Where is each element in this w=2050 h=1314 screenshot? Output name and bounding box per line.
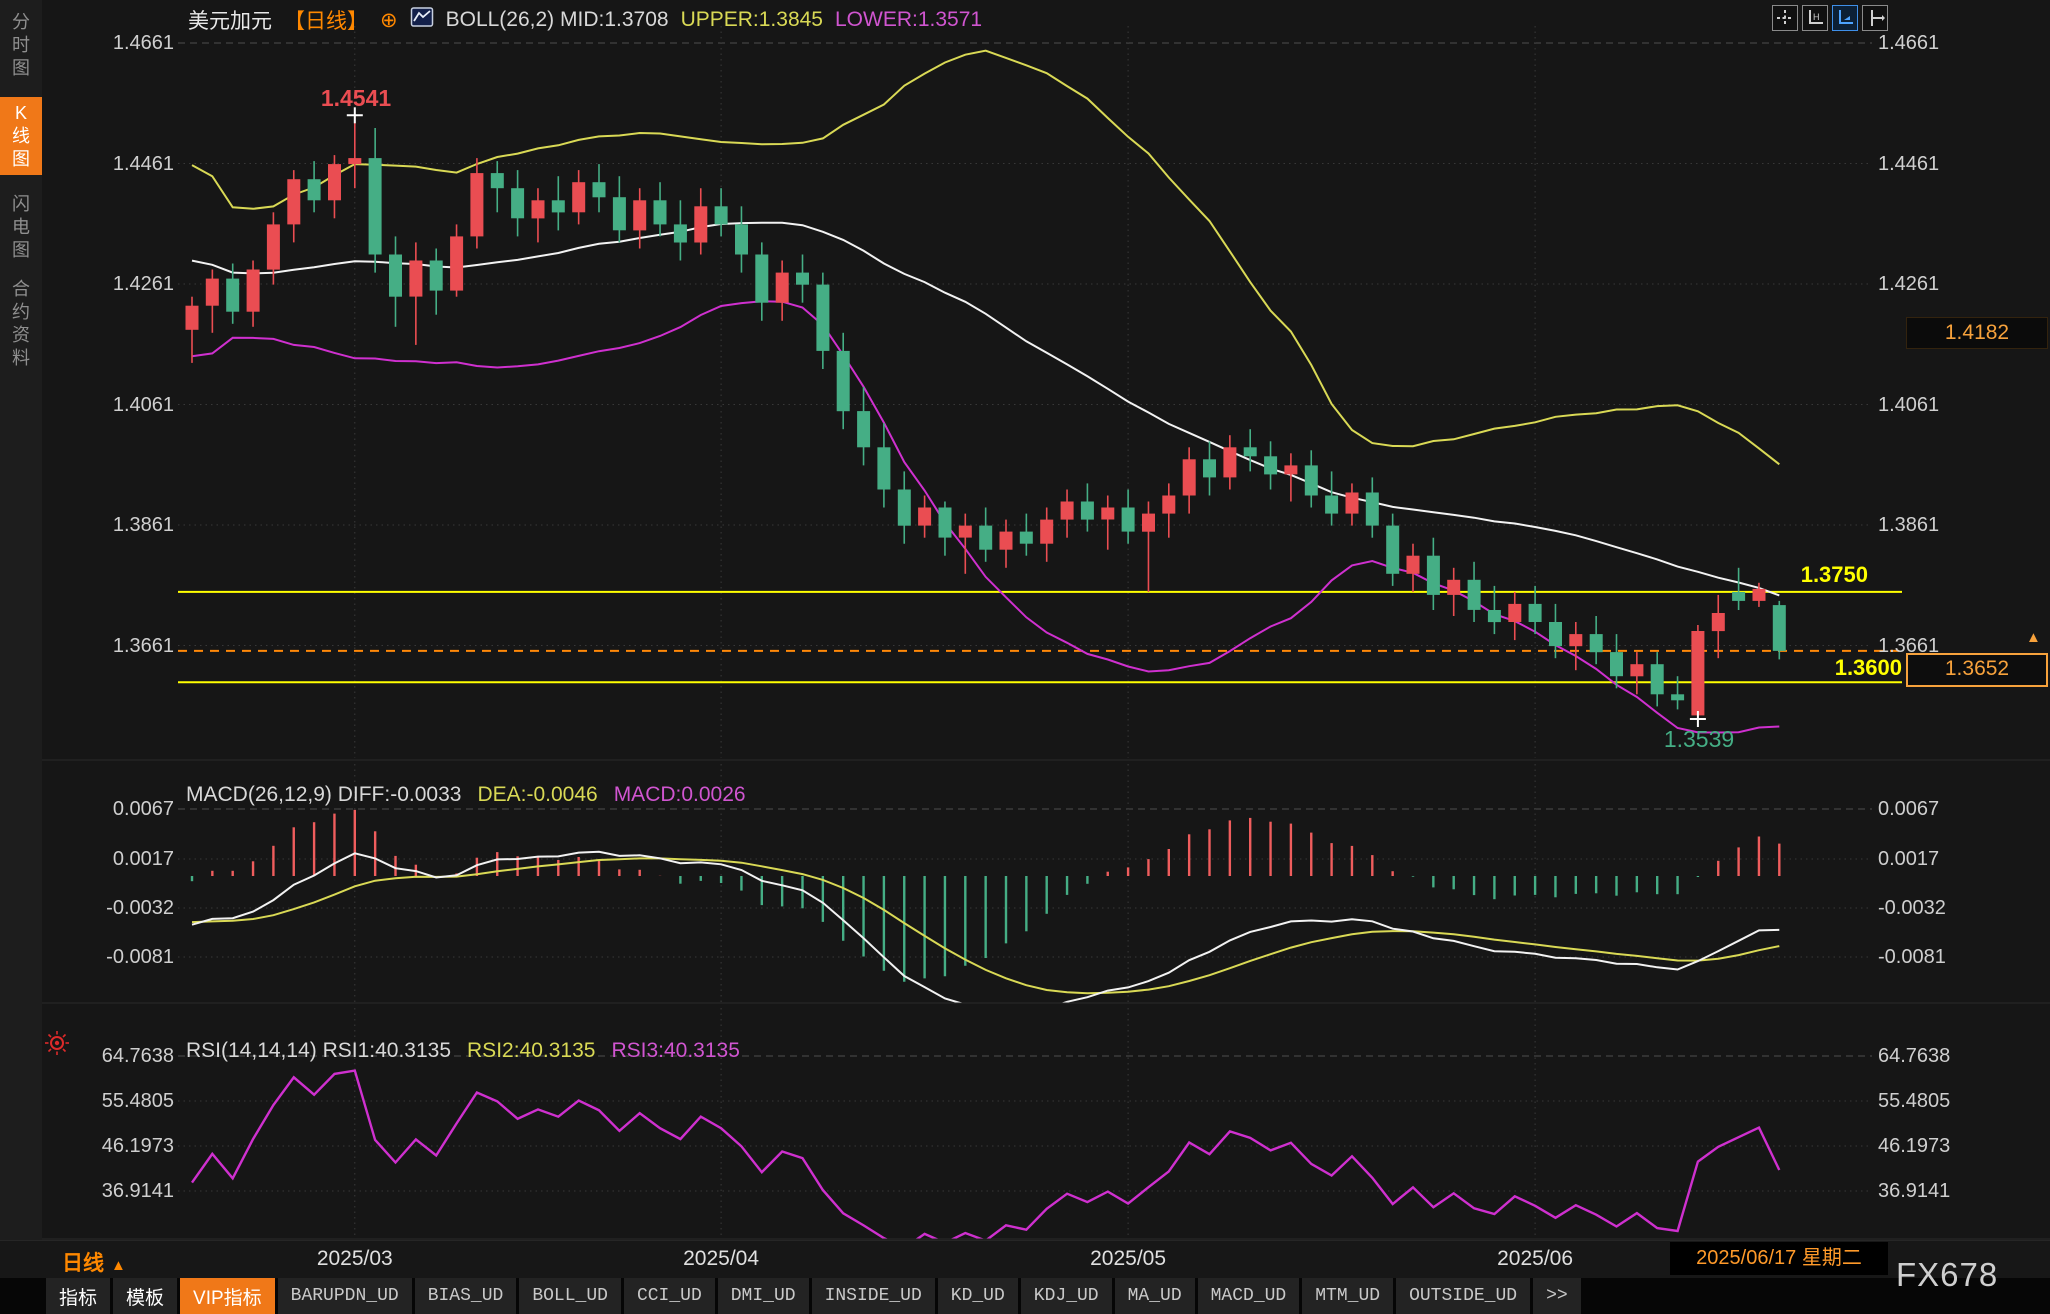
boll-upper-readout: UPPER:1.3845 <box>680 8 823 31</box>
chart-header: 美元加元 【日线】 ⊕ BOLL(26,2) MID:1.3708 UPPER:… <box>188 5 982 35</box>
sidebar-item-3[interactable]: 闪 电 图 <box>12 194 30 260</box>
alert-sun-icon[interactable] <box>44 1030 70 1061</box>
tab-boll_ud[interactable]: BOLL_UD <box>519 1278 621 1314</box>
period-selector[interactable]: 日线 ▲ <box>62 1252 126 1275</box>
current-price-badge: 1.3652 <box>1906 653 2048 687</box>
highest-price-label: 1.4541 <box>320 85 392 111</box>
indicator-tab-bar: 指标 模板 VIP指标 BARUPDN_UD BIAS_UD BOLL_UD CCI_UD D… <box>0 1278 2050 1314</box>
macd-hist-readout: MACD:0.0026 <box>613 783 746 806</box>
watermark: FX678 <box>1896 1256 1999 1293</box>
boll-lower-readout: LOWER:1.3571 <box>834 8 983 31</box>
tab-barupdn_ud[interactable]: BARUPDN_UD <box>277 1278 412 1314</box>
rsi3-readout: RSI3:40.3135 <box>611 1039 740 1062</box>
tab-kd_ud[interactable]: KD_UD <box>937 1278 1018 1314</box>
current-date-badge: 2025/06/17 星期二 <box>1670 1242 1888 1275</box>
support-level-label: 1.3600 <box>1834 655 1902 680</box>
resistance-level-label: 1.3750 <box>1800 562 1868 587</box>
candlestick-chart[interactable] <box>0 0 2050 1245</box>
svg-text:H: H <box>1813 12 1820 22</box>
period-arrow-icon: ▲ <box>111 1257 126 1274</box>
grid-crosshair-icon[interactable] <box>1772 5 1798 31</box>
expand-icon[interactable]: ⊕ <box>380 8 398 32</box>
rsi1-readout: RSI(14,14,14) RSI1:40.3135 <box>186 1039 452 1062</box>
tab-指标[interactable]: 指标 <box>46 1278 111 1314</box>
lowest-price-label: 1.3539 <box>1663 726 1735 752</box>
symbol-name: 美元加元 <box>188 10 272 33</box>
axis-shift-icon[interactable] <box>1862 5 1888 31</box>
boll-readout: BOLL(26,2) MID:1.3708 <box>445 8 669 31</box>
tab-dmi_ud[interactable]: DMI_UD <box>717 1278 809 1314</box>
chart-toolbar: H <box>1772 5 1888 31</box>
sidebar-item-1[interactable]: 分 时 图 <box>12 12 30 78</box>
tab->>[interactable]: >> <box>1533 1278 1581 1314</box>
sidebar-item-4[interactable]: 合 约 资 料 <box>12 279 30 368</box>
tab-macd_ud[interactable]: MACD_UD <box>1197 1278 1300 1314</box>
period-tag[interactable]: 【日线】 <box>284 10 368 33</box>
tab-cci_ud[interactable]: CCI_UD <box>623 1278 715 1314</box>
macd-header: MACD(26,12,9) DIFF:-0.0033 DEA:-0.0046 M… <box>186 783 746 807</box>
marked-price-badge: 1.4182 <box>1906 317 2048 349</box>
macd-title-readout: MACD(26,12,9) DIFF:-0.0033 <box>186 783 462 806</box>
axis-scale-icon[interactable]: H <box>1802 5 1828 31</box>
tab-vip指标[interactable]: VIP指标 <box>180 1278 275 1314</box>
axis-auto-icon[interactable] <box>1832 5 1858 31</box>
rsi2-readout: RSI2:40.3135 <box>467 1039 596 1062</box>
tab-bias_ud[interactable]: BIAS_UD <box>414 1278 517 1314</box>
tab-mtm_ud[interactable]: MTM_UD <box>1302 1278 1394 1314</box>
left-sidebar: 分 时 图 K 线 图闪 电 图合 约 资 料 <box>0 0 42 1314</box>
rsi-header: RSI(14,14,14) RSI1:40.3135 RSI2:40.3135 … <box>186 1039 740 1063</box>
tab-inside_ud[interactable]: INSIDE_UD <box>811 1278 935 1314</box>
macd-dea-readout: DEA:-0.0046 <box>477 783 598 806</box>
chart-type-icon[interactable] <box>410 5 434 35</box>
tab-outside_ud[interactable]: OUTSIDE_UD <box>1396 1278 1531 1314</box>
tab-模板[interactable]: 模板 <box>113 1278 178 1314</box>
price-up-arrow-icon: ▲ <box>2026 629 2041 646</box>
tab-ma_ud[interactable]: MA_UD <box>1114 1278 1195 1314</box>
sidebar-item-2[interactable]: K 线 图 <box>0 97 42 175</box>
tab-kdj_ud[interactable]: KDJ_UD <box>1020 1278 1112 1314</box>
